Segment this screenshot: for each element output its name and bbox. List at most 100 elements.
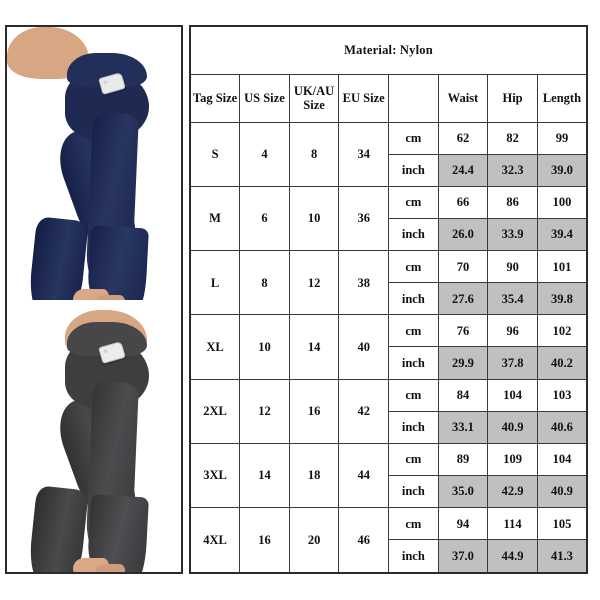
size-cell-tag: M [189,185,241,252]
measure-waist-inch: 33.1 [437,410,489,444]
pant-back-leg-lower [26,216,89,300]
measure-hip-inch: 32.3 [487,153,538,187]
measure-hip-inch: 37.8 [487,346,538,380]
unit-cell-cm: cm [388,121,439,155]
measure-waist-cm: 94 [437,506,489,541]
measure-waist-inch: 35.0 [437,474,489,509]
size-cell-us: 12 [239,378,290,444]
measure-length-inch: 40.9 [536,474,588,509]
measure-length-inch: 40.2 [536,346,588,380]
size-cell-us: 14 [239,442,290,509]
measure-hip-cm: 90 [487,249,538,284]
header-us-size: US Size [239,73,290,123]
model-foot-secondary [95,295,125,300]
measure-hip-cm: 114 [487,506,538,541]
size-cell-us: 8 [239,249,290,316]
size-table-head: Material: Nylon Tag Size US Size UK/AU Siz… [189,25,588,123]
material-row: Material: Nylon [189,25,588,75]
size-cell-ukau: 18 [288,442,340,509]
header-hip: Hip [487,73,538,123]
table-row: XL 10 14 40 cm 76 96 102 [189,314,588,380]
size-table: Material: Nylon Tag Size US Size UK/AU Siz… [189,25,588,574]
size-cell-eu: 38 [338,249,389,316]
size-cell-ukau: 16 [288,378,340,444]
size-cell-us: 16 [239,507,290,574]
model-figure-navy [7,27,181,300]
measure-length-cm: 103 [536,378,588,412]
measure-length-inch: 40.6 [536,410,588,444]
unit-cell-cm: cm [388,249,439,284]
measure-length-cm: 105 [536,506,588,541]
size-cell-ukau: 14 [288,314,340,380]
measure-waist-cm: 84 [437,378,489,412]
product-photo-panel [5,25,183,574]
measure-length-cm: 102 [536,314,588,348]
size-cell-tag: S [189,121,241,187]
unit-cell-inch: inch [388,539,439,574]
table-row: M 6 10 36 cm 66 86 100 [189,185,588,252]
measure-length-cm: 104 [536,442,588,476]
product-photo-navy [7,27,181,300]
size-cell-tag: 4XL [189,507,241,574]
unit-cell-cm: cm [388,314,439,348]
size-cell-ukau: 20 [288,507,340,574]
table-row: inch 29.9 37.8 40.2 [190,346,588,380]
measure-waist-cm: 62 [437,121,489,155]
column-header-row: Tag Size US Size UK/AU Size EU Size Waist Hip… [189,73,588,123]
material-label: Material: Nylon [189,25,588,75]
size-cell-eu: 46 [338,507,389,574]
measure-hip-cm: 82 [487,121,538,155]
size-cell-ukau: 12 [288,249,340,316]
measure-hip-cm: 104 [487,378,538,412]
unit-cell-inch: inch [388,346,439,380]
size-cell-us: 6 [239,185,290,252]
unit-cell-cm: cm [388,378,439,412]
size-cell-eu: 36 [338,185,389,252]
header-eu-size: EU Size [338,73,389,123]
model-figure-gray [7,300,181,572]
size-cell-eu: 44 [338,442,389,509]
size-cell-tag: XL [189,314,241,380]
size-cell-eu: 40 [338,314,389,380]
measure-hip-inch: 42.9 [487,474,538,509]
header-waist: Waist [437,73,489,123]
table-row: L 8 12 38 cm 70 90 101 [189,249,588,316]
measure-waist-inch: 29.9 [437,346,489,380]
measure-waist-cm: 89 [437,442,489,476]
measure-waist-inch: 24.4 [437,153,489,187]
measure-waist-inch: 37.0 [437,539,489,574]
measure-hip-cm: 109 [487,442,538,476]
size-cell-tag: 3XL [189,442,241,509]
size-cell-us: 4 [239,121,290,187]
measure-length-cm: 101 [536,249,588,284]
unit-cell-inch: inch [388,410,439,444]
unit-cell-inch: inch [388,217,439,252]
measure-hip-inch: 35.4 [487,282,538,316]
measure-length-cm: 100 [536,185,588,219]
measure-waist-cm: 76 [437,314,489,348]
table-row: S 4 8 34 cm 62 82 99 [189,121,588,187]
measure-hip-cm: 96 [487,314,538,348]
table-row: 3XL 14 18 44 cm 89 109 104 [189,442,588,509]
measure-hip-inch: 33.9 [487,217,538,252]
size-table-container: Material: Nylon Tag Size US Size UK/AU Siz… [189,25,588,574]
measure-length-cm: 99 [536,121,588,155]
model-foot [73,289,109,300]
measure-length-inch: 39.0 [536,153,588,187]
size-cell-eu: 34 [338,121,389,187]
unit-cell-cm: cm [388,506,439,541]
unit-cell-cm: cm [388,442,439,476]
unit-cell-cm: cm [388,185,439,219]
table-row: inch 37.0 44.9 41.3 [190,539,588,574]
table-row: inch 24.4 32.3 39.0 [190,153,588,187]
size-cell-us: 10 [239,314,290,380]
unit-cell-inch: inch [388,474,439,509]
header-tag-size: Tag Size [189,73,241,123]
measure-hip-inch: 40.9 [487,410,538,444]
unit-cell-inch: inch [388,282,439,316]
size-cell-ukau: 8 [288,121,340,187]
model-foot-secondary [95,563,125,572]
measure-waist-cm: 66 [437,185,489,219]
size-cell-tag: 2XL [189,378,241,444]
measure-waist-inch: 27.6 [437,282,489,316]
